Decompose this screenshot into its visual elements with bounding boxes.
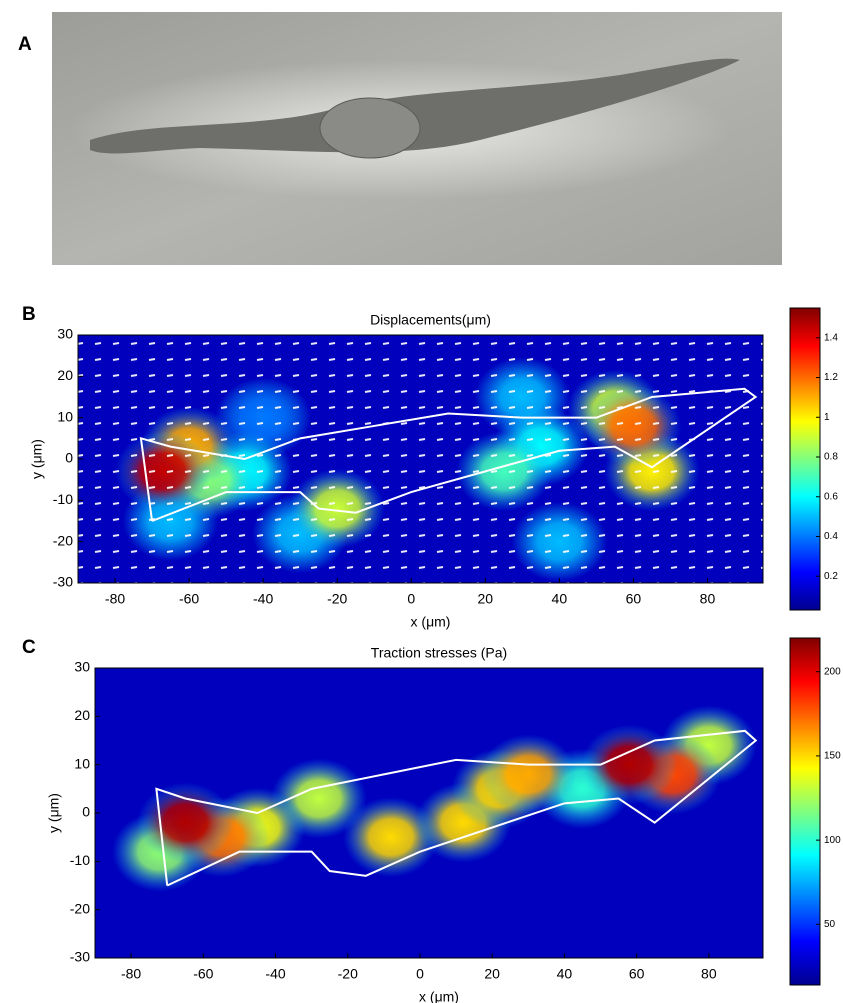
heatmap [78, 335, 763, 583]
x-tick-label: -40 [265, 966, 285, 982]
colorbar-tick-label: 100 [824, 835, 841, 846]
x-tick-label: -80 [105, 591, 125, 607]
x-tick-label: 0 [407, 591, 415, 607]
y-tick-label: -20 [70, 900, 90, 916]
y-tick-label: 0 [82, 804, 90, 820]
y-tick-label: -30 [53, 574, 73, 590]
colorbar-tick-label: 50 [824, 919, 836, 930]
x-tick-label: 0 [416, 966, 424, 982]
y-axis-label: y (μm) [29, 439, 45, 479]
y-tick-label: 30 [74, 659, 90, 675]
colorbar-tick-label: 1.4 [824, 332, 838, 343]
y-tick-label: 10 [74, 755, 90, 771]
hotspot [480, 734, 576, 814]
panel-label: A [18, 34, 32, 55]
y-tick-label: 30 [57, 326, 73, 342]
colorbar-tick-label: 0.6 [824, 491, 838, 502]
x-tick-label: 20 [484, 966, 500, 982]
colorbar-tick-label: 150 [824, 751, 841, 762]
colorbar-tick-label: 0.4 [824, 531, 838, 542]
x-tick-label: -60 [179, 591, 199, 607]
colorbar-tick-label: 0.2 [824, 571, 838, 582]
y-axis-label: y (μm) [46, 793, 62, 833]
hotspot [137, 783, 233, 863]
y-tick-label: 20 [74, 707, 90, 723]
chart-title: Traction stresses (Pa) [371, 645, 507, 661]
y-tick-label: -10 [53, 491, 73, 507]
y-tick-label: 10 [57, 408, 73, 424]
vector-field [78, 335, 763, 583]
x-tick-label: 80 [701, 966, 717, 982]
panel-label: C [22, 637, 36, 658]
x-tick-label: 40 [552, 591, 568, 607]
y-tick-label: 20 [57, 367, 73, 383]
y-tick-label: 0 [65, 450, 73, 466]
x-tick-label: -20 [327, 591, 347, 607]
nucleus [320, 98, 420, 158]
y-tick-label: -20 [53, 532, 73, 548]
panel-label: B [22, 304, 36, 325]
x-tick-label: 60 [629, 966, 645, 982]
x-tick-label: 20 [478, 591, 494, 607]
colorbar [790, 308, 820, 610]
x-tick-label: -40 [253, 591, 273, 607]
photo-panel [52, 12, 782, 265]
colorbar-tick-label: 1 [824, 412, 830, 423]
x-axis-label: x (μm) [411, 614, 451, 630]
y-tick-label: -30 [70, 949, 90, 965]
colorbar-tick-label: 200 [824, 666, 841, 677]
figure: A -80-60-40-200204060803020100-10-20-30D… [0, 0, 843, 1003]
colorbar [790, 638, 820, 985]
chart-title: Displacements(μm) [370, 312, 491, 328]
x-tick-label: 40 [557, 966, 573, 982]
x-tick-label: -80 [121, 966, 141, 982]
x-tick-label: -60 [193, 966, 213, 982]
colorbar-tick-label: 1.2 [824, 372, 838, 383]
colorbar-tick-label: 0.8 [824, 452, 838, 463]
y-tick-label: -10 [70, 852, 90, 868]
x-tick-label: -20 [338, 966, 358, 982]
x-axis-label: x (μm) [419, 989, 459, 1003]
x-tick-label: 60 [626, 591, 642, 607]
x-tick-label: 80 [700, 591, 716, 607]
